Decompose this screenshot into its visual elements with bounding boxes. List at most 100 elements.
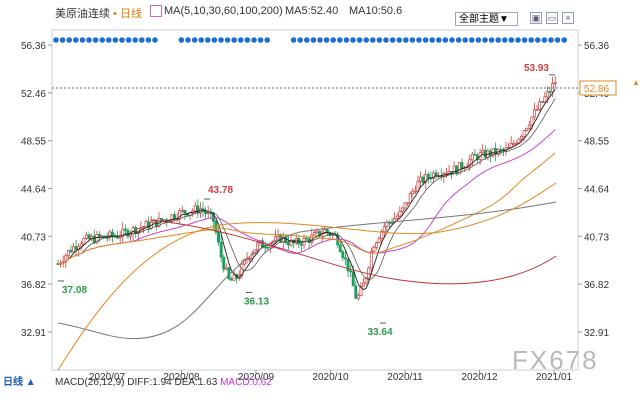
ma10-value: MA10:50.6: [349, 5, 403, 17]
candle-body: [545, 91, 549, 98]
candle-body: [79, 243, 83, 248]
ma-line: [57, 152, 556, 265]
event-dot: [396, 37, 403, 43]
event-dot: [548, 37, 554, 43]
candle-body: [382, 226, 386, 232]
event-dot: [469, 37, 475, 43]
event-dot: [515, 37, 521, 43]
candle-body: [92, 235, 96, 243]
candle-body: [87, 234, 91, 240]
candle-body: [362, 282, 366, 287]
candle-body: [432, 172, 435, 179]
y-tick-label-left: 52.46: [21, 89, 46, 100]
ma5-value: MA5:52.40: [285, 5, 339, 17]
event-dot: [449, 37, 455, 43]
candle-body: [398, 210, 402, 217]
candle-body: [416, 180, 420, 192]
event-dot: [330, 37, 337, 43]
candle-body: [97, 233, 101, 238]
candle-body: [470, 153, 474, 161]
candle-body: [72, 246, 75, 253]
event-dot: [257, 37, 264, 43]
candle-body: [170, 214, 174, 222]
event-dot: [53, 37, 59, 43]
last-price-label: 52.86: [584, 84, 609, 95]
candle-body: [338, 244, 342, 253]
event-dot: [86, 37, 92, 43]
candle-body: [447, 170, 451, 174]
ma-line: [57, 98, 556, 280]
candle-body: [139, 227, 143, 229]
candle-body: [183, 210, 187, 214]
event-dot: [125, 37, 132, 43]
chart-header: 美原油连续 • 日线 MA(5,10,30,60,100,200) MA5:52…: [0, 0, 640, 22]
event-dot: [185, 37, 191, 43]
event-dot: [132, 37, 138, 43]
event-dot: [356, 37, 363, 43]
event-dot: [191, 37, 198, 43]
event-dot: [389, 37, 396, 43]
event-dot: [535, 37, 541, 43]
period-selector[interactable]: 日线 ▲: [3, 377, 36, 388]
candle-body: [481, 149, 485, 154]
candle-body: [299, 243, 303, 246]
candle-body: [444, 172, 448, 175]
y-tick-label-left: 44.64: [21, 185, 46, 196]
candle-body: [413, 190, 417, 193]
event-dot: [528, 37, 534, 43]
candle-body: [85, 234, 88, 239]
event-dot: [304, 37, 310, 43]
y-tick-label-left: 40.73: [21, 232, 46, 243]
candle-body: [325, 229, 329, 233]
x-tick-label: 2020/07: [89, 372, 126, 383]
y-tick-label-right: 56.36: [584, 41, 609, 52]
x-tick-label: 2020/09: [238, 372, 275, 383]
candle-body: [219, 241, 223, 258]
event-dot: [422, 37, 429, 43]
candle-body: [499, 148, 503, 151]
x-tick-label: 2020/10: [312, 372, 349, 383]
candle-body: [173, 214, 176, 220]
candle-body: [380, 231, 384, 239]
event-dot: [218, 37, 224, 43]
close-icon[interactable]: ×: [562, 12, 574, 24]
candle-body: [533, 109, 536, 118]
candle-body: [457, 162, 461, 175]
symbol-title[interactable]: 美原油连续 • 日线: [55, 8, 142, 20]
expand-icon[interactable]: ▣: [530, 12, 542, 24]
event-dot: [436, 37, 442, 43]
event-dot: [297, 37, 304, 43]
candle-body: [227, 267, 231, 280]
price-annotation: 37.08: [62, 285, 87, 296]
theme-dropdown[interactable]: 全部主题▼: [455, 12, 518, 26]
event-dot: [521, 37, 528, 43]
candle-body: [315, 230, 319, 234]
candle-body: [364, 277, 368, 284]
candle-body: [351, 271, 355, 287]
candle-body: [121, 228, 125, 238]
candle-body: [95, 233, 99, 243]
event-dot: [310, 37, 317, 43]
event-dot: [59, 37, 66, 43]
candle-body: [512, 142, 516, 145]
event-dot: [92, 37, 99, 43]
candle-body: [426, 174, 430, 179]
last-price-marker-icon: ▲: [632, 78, 640, 87]
plot-frame: [51, 29, 579, 371]
y-tick-label-right: 36.82: [584, 280, 609, 291]
event-dot: [541, 37, 548, 43]
event-dot: [554, 37, 561, 43]
event-dot: [211, 37, 218, 43]
ma-toggle-icon[interactable]: [150, 5, 162, 17]
period-label[interactable]: • 日线: [110, 8, 142, 20]
candle-body: [514, 142, 518, 145]
candle-body: [385, 221, 389, 228]
minimize-icon[interactable]: ▭: [546, 12, 558, 24]
y-tick-label-right: 32.91: [584, 328, 609, 339]
candle-body: [460, 162, 464, 169]
y-tick-label-right: 40.73: [584, 232, 609, 243]
event-dot: [198, 37, 204, 43]
candle-body: [424, 174, 428, 184]
x-tick-label: 2020/12: [461, 372, 498, 383]
